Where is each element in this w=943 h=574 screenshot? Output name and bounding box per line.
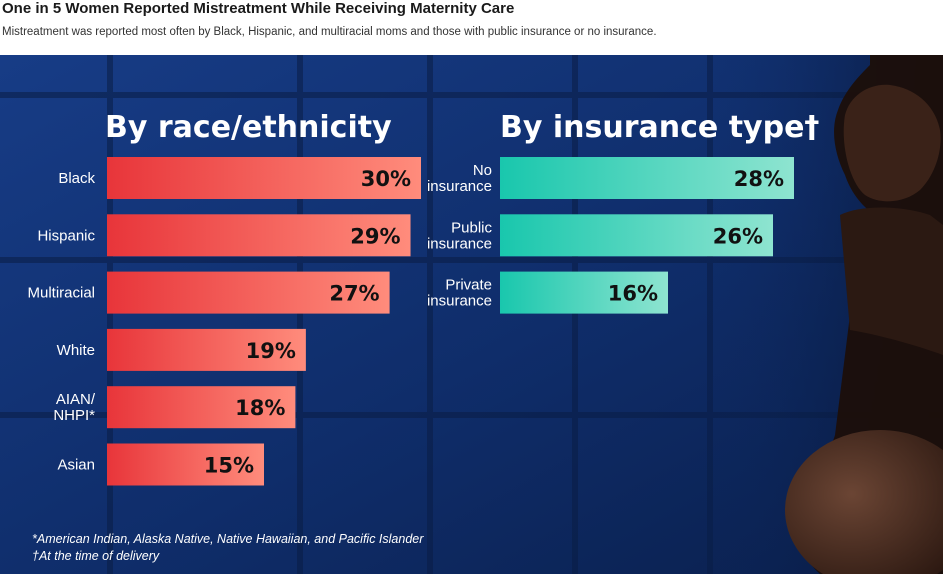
bar-insurance-1 xyxy=(500,214,773,257)
value-label-race-2: 27% xyxy=(329,282,379,306)
chart-title-race: By race/ethnicity xyxy=(105,110,392,145)
page-title: One in 5 Women Reported Mistreatment Whi… xyxy=(2,0,515,17)
bar-race-0 xyxy=(107,157,421,199)
chart-panel: By race/ethnicity Black 30% Hispanic 29% Mult… xyxy=(0,55,943,574)
category-label-race-3: White xyxy=(57,342,95,359)
bar-race-5 xyxy=(107,443,264,486)
bar-race-4 xyxy=(107,386,296,429)
bar-race-3 xyxy=(107,328,306,371)
footnote-aian: *American Indian, Alaska Native, Native … xyxy=(32,532,424,546)
bar-race-2 xyxy=(107,271,390,314)
category-label-race-1: Hispanic xyxy=(37,227,95,244)
value-label-insurance-2: 16% xyxy=(608,282,658,306)
value-label-race-5: 15% xyxy=(204,454,254,478)
page-subtitle: Mistreatment was reported most often by … xyxy=(2,26,657,38)
bar-insurance-0 xyxy=(500,157,794,199)
bar-race-1 xyxy=(107,214,411,257)
bar-insurance-2 xyxy=(500,271,668,314)
category-label-insurance-0: No insurance xyxy=(427,162,492,195)
category-label-race-2: Multiracial xyxy=(27,285,95,302)
category-label-race-0: Black xyxy=(58,170,95,187)
footnote-insurance: †At the time of delivery xyxy=(32,549,160,563)
chart-svg: By race/ethnicity Black 30% Hispanic 29% Mult… xyxy=(0,55,943,574)
chart-group-race: By race/ethnicity Black 30% Hispanic 29% Mult… xyxy=(27,110,421,486)
value-label-race-3: 19% xyxy=(246,339,296,363)
category-label-insurance-2: Private insurance xyxy=(427,277,492,310)
category-label-race-5: Asian xyxy=(57,457,95,474)
value-label-race-0: 30% xyxy=(361,167,411,191)
value-label-race-1: 29% xyxy=(350,224,400,248)
value-label-insurance-0: 28% xyxy=(734,167,784,191)
category-label-race-4: AIAN/NHPI* xyxy=(53,391,96,424)
chart-group-insurance: By insurance type†No insurance 28% Public in… xyxy=(427,110,819,314)
pregnant-woman-silhouette xyxy=(785,55,943,574)
value-label-race-4: 18% xyxy=(235,396,285,420)
chart-title-insurance: By insurance type† xyxy=(500,110,819,145)
chart-root: By race/ethnicity Black 30% Hispanic 29% Mult… xyxy=(27,110,819,486)
value-label-insurance-1: 26% xyxy=(713,224,763,248)
category-label-insurance-1: Public insurance xyxy=(427,219,493,252)
